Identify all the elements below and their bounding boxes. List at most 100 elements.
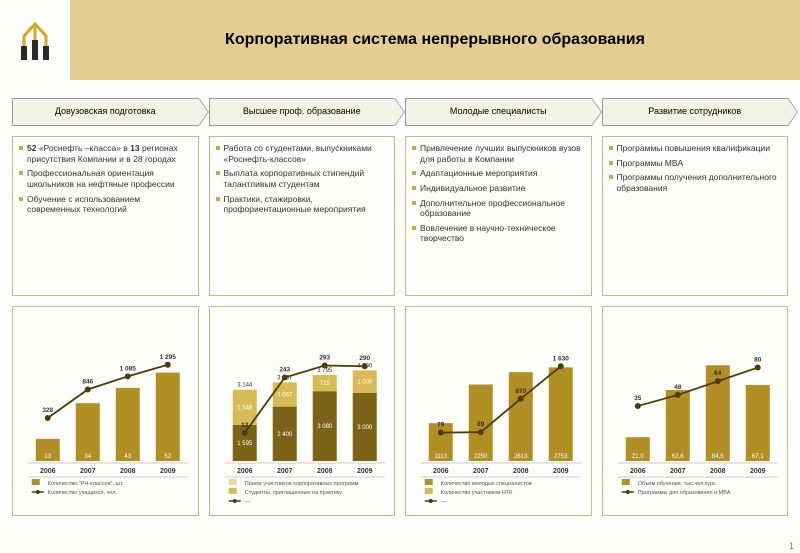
svg-text:3 000: 3 000 — [357, 425, 373, 431]
svg-text:2009: 2009 — [553, 468, 569, 475]
svg-text:Количество "РН-классов", шт.: Количество "РН-классов", шт. — [48, 481, 124, 487]
svg-text:1113: 1113 — [435, 454, 448, 460]
svg-text:—: — — [441, 499, 447, 505]
page-title: Корпоративная система непрерывного образ… — [225, 31, 645, 49]
svg-text:328: 328 — [42, 407, 53, 414]
bullet-item: 52 «Роснефть –класса» в 13 регионах прис… — [17, 143, 192, 164]
column: Развитие сотрудников Программы повышения … — [602, 98, 789, 516]
svg-text:2006: 2006 — [40, 468, 56, 475]
svg-text:2006: 2006 — [236, 468, 252, 475]
svg-text:870: 870 — [515, 388, 526, 395]
svg-text:Количество учащихся, чел.: Количество учащихся, чел. — [48, 490, 118, 496]
bullet-item: Вовлечение в научно-техническое творчест… — [410, 223, 585, 244]
bullet-item: Привлечение лучших выпускников вузов для… — [410, 143, 585, 164]
header: Корпоративная система непрерывного образ… — [0, 0, 800, 80]
svg-text:2753: 2753 — [554, 454, 568, 460]
bullet-box: Работа со студентами, выпускниками «Росн… — [209, 136, 396, 296]
svg-text:13: 13 — [44, 454, 51, 460]
page-number: 1 — [789, 541, 794, 551]
svg-text:2007: 2007 — [276, 468, 292, 475]
svg-text:2009: 2009 — [749, 468, 765, 475]
svg-text:—: — — [244, 499, 250, 505]
columns-container: Довузовская подготовка 52 «Роснефть –клас… — [0, 80, 800, 516]
svg-text:Прием участников корпоративных: Прием участников корпоративных программ — [244, 481, 358, 487]
svg-text:1 085: 1 085 — [120, 365, 137, 372]
svg-text:2 400: 2 400 — [277, 432, 293, 438]
svg-text:3 080: 3 080 — [317, 424, 333, 430]
svg-text:2006: 2006 — [629, 468, 645, 475]
svg-text:846: 846 — [82, 378, 93, 385]
svg-text:52: 52 — [164, 454, 171, 460]
svg-text:62,6: 62,6 — [671, 454, 683, 460]
svg-text:35: 35 — [634, 395, 642, 402]
chart-box: 1113 2250 2613 2753 79 89 870 1 630 2006 2007 2008… — [405, 306, 592, 516]
svg-text:1 630: 1 630 — [553, 355, 570, 362]
svg-text:2007: 2007 — [669, 468, 685, 475]
svg-text:43: 43 — [124, 454, 131, 460]
svg-text:2007: 2007 — [473, 468, 489, 475]
svg-text:715: 715 — [319, 381, 330, 387]
svg-text:2009: 2009 — [356, 468, 372, 475]
bullet-item: Адаптационные мероприятия — [410, 168, 585, 179]
section-tab: Высшее проф. образование — [209, 98, 396, 126]
logo-area — [0, 0, 70, 80]
svg-text:84,5: 84,5 — [711, 454, 723, 460]
svg-text:2008: 2008 — [709, 468, 725, 475]
svg-text:13: 13 — [241, 422, 249, 429]
bullet-item: Обучение с использованием современных те… — [17, 194, 192, 215]
bullet-item: Выплата корпоративных стипендий талантли… — [214, 168, 389, 189]
svg-text:1 000: 1 000 — [357, 380, 373, 386]
svg-text:2008: 2008 — [316, 468, 332, 475]
bullet-item: Индивидуальное развитие — [410, 183, 585, 194]
bullet-item: Программы MBA — [607, 158, 782, 169]
column: Довузовская подготовка 52 «Роснефть –клас… — [12, 98, 199, 516]
bullet-item: Работа со студентами, выпускниками «Росн… — [214, 143, 389, 164]
svg-text:290: 290 — [359, 355, 370, 362]
svg-text:21,0: 21,0 — [631, 454, 643, 460]
bullet-item: Дополнительное профессиональное образова… — [410, 198, 585, 219]
svg-text:1 295: 1 295 — [160, 354, 177, 361]
bullet-item: Практики, стажировки, профориентационные… — [214, 194, 389, 215]
svg-text:1 067: 1 067 — [277, 393, 293, 399]
section-tab: Довузовская подготовка — [12, 98, 199, 126]
bullet-box: 52 «Роснефть –класса» в 13 регионах прис… — [12, 136, 199, 296]
svg-text:Студенты, приглашенные на прак: Студенты, приглашенные на практику — [244, 490, 342, 496]
bullet-box: Программы повышения квалификации Программ… — [602, 136, 789, 296]
svg-text:243: 243 — [279, 367, 290, 374]
svg-text:67,1: 67,1 — [751, 454, 763, 460]
bullet-item: Программы получения дополнительного обра… — [607, 172, 782, 193]
svg-text:Объем обучения, тыс.чел.курс: Объем обучения, тыс.чел.курс — [637, 481, 715, 487]
bullet-box: Привлечение лучших выпускников вузов для… — [405, 136, 592, 296]
column: Молодые специалисты Привлечение лучших вы… — [405, 98, 592, 516]
svg-text:2007: 2007 — [80, 468, 96, 475]
svg-text:Количество участников НТК: Количество участников НТК — [441, 490, 513, 496]
svg-text:1 595: 1 595 — [237, 441, 253, 447]
svg-text:1 549: 1 549 — [237, 405, 253, 411]
svg-text:Программы доп.образования и MB: Программы доп.образования и MBA — [637, 490, 730, 496]
title-bar: Корпоративная система непрерывного образ… — [70, 0, 800, 80]
svg-text:79: 79 — [437, 422, 445, 429]
svg-text:2006: 2006 — [433, 468, 449, 475]
svg-text:293: 293 — [319, 354, 330, 361]
svg-text:34: 34 — [84, 454, 91, 460]
svg-text:89: 89 — [477, 421, 485, 428]
column: Высшее проф. образование Работа со студен… — [209, 98, 396, 516]
svg-text:80: 80 — [754, 357, 762, 364]
svg-text:64: 64 — [714, 370, 722, 377]
chart-box: 1 5951 5493 1442 4001 0673 4673 0807153 … — [209, 306, 396, 516]
section-tab: Молодые специалисты — [405, 98, 592, 126]
svg-text:48: 48 — [674, 384, 682, 391]
section-tab: Развитие сотрудников — [602, 98, 789, 126]
svg-text:2250: 2250 — [474, 454, 488, 460]
svg-text:2009: 2009 — [160, 468, 176, 475]
bullet-item: Программы повышения квалификации — [607, 143, 782, 154]
rosneft-logo-icon — [15, 16, 55, 64]
svg-text:3 144: 3 144 — [237, 383, 253, 389]
chart-box: 21,0 62,6 84,5 67,1 35 48 64 80 2006 2007 2008 2009… — [602, 306, 789, 516]
svg-text:3 795: 3 795 — [317, 368, 333, 374]
svg-text:2008: 2008 — [513, 468, 529, 475]
chart-box: 13 34 43 52 328 846 1 085 1 295 2006 2007 2008 2009… — [12, 306, 199, 516]
svg-text:2008: 2008 — [120, 468, 136, 475]
bullet-item: Профессиональная ориентация школьников н… — [17, 168, 192, 189]
svg-text:2613: 2613 — [514, 454, 528, 460]
